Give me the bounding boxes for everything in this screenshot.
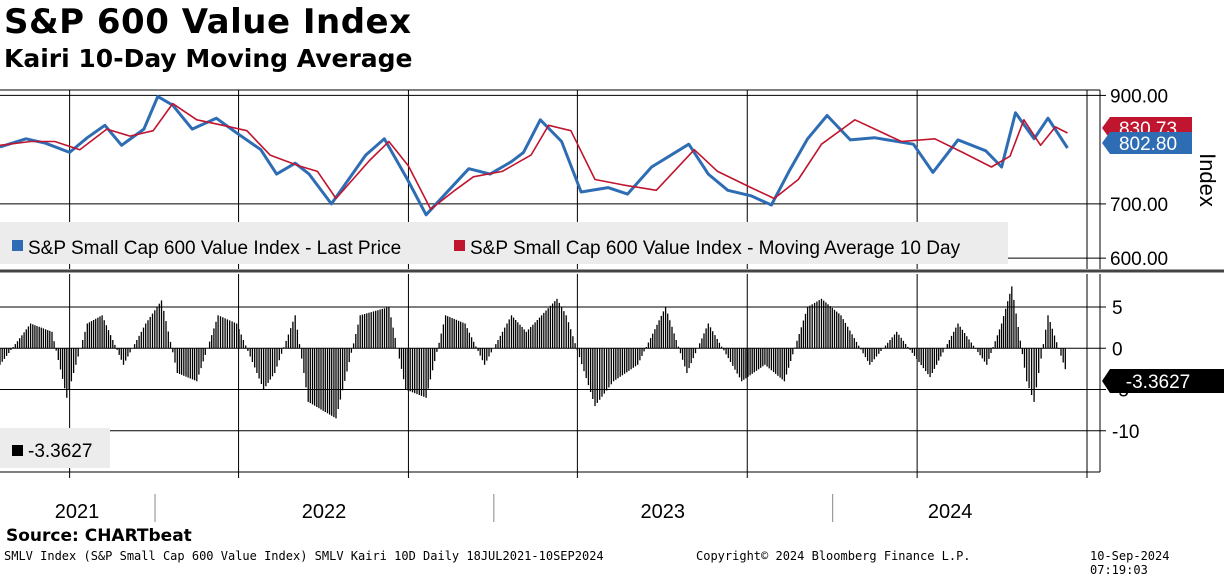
source-note: Source: CHARTbeat bbox=[6, 526, 192, 546]
kairi-legend-swatch bbox=[12, 445, 23, 456]
legend-label: S&P Small Cap 600 Value Index - Moving A… bbox=[470, 238, 961, 259]
top-y-axis-label: Index bbox=[1195, 153, 1220, 207]
top-y-tick-label: 700.00 bbox=[1110, 195, 1168, 216]
last-value-tag-label: 802.80 bbox=[1119, 134, 1177, 155]
footer-timestamp: 10-Sep-2024 07:19:03 bbox=[1090, 549, 1170, 577]
top-y-tick-label: 900.00 bbox=[1110, 86, 1168, 107]
footer-left: SMLV Index (S&P Small Cap 600 Value Inde… bbox=[4, 549, 604, 563]
kairi-panel: 50-5-10-3.3627 -3.3627 bbox=[0, 274, 1224, 472]
moving-average-line bbox=[0, 102, 1068, 211]
chart-title: S&P 600 Value Index bbox=[4, 2, 412, 42]
kairi-last-value-tag bbox=[1102, 369, 1224, 393]
chart-subtitle: Kairi 10-Day Moving Average bbox=[4, 44, 413, 73]
bottom-y-tick-label: 0 bbox=[1112, 339, 1123, 360]
legend-swatch bbox=[12, 240, 23, 251]
kairi-legend-label: -3.3627 bbox=[28, 441, 92, 462]
x-axis-year-label: 2024 bbox=[928, 501, 973, 523]
kairi-last-value-label: -3.3627 bbox=[1126, 372, 1190, 393]
top-y-tick-label: 600.00 bbox=[1110, 249, 1168, 270]
x-axis-year-label: 2022 bbox=[302, 501, 347, 523]
bottom-y-tick-label: -10 bbox=[1112, 422, 1139, 443]
x-axis-year-label: 2021 bbox=[55, 501, 100, 523]
x-axis-year-label: 2023 bbox=[641, 501, 686, 523]
bottom-y-tick-label: 5 bbox=[1112, 298, 1123, 319]
last-value-tag bbox=[1102, 132, 1192, 154]
legend-box bbox=[0, 222, 1008, 264]
legend-swatch bbox=[454, 240, 465, 251]
footer-copyright: Copyright© 2024 Bloomberg Finance L.P. bbox=[696, 549, 971, 563]
legend-label: S&P Small Cap 600 Value Index - Last Pri… bbox=[28, 238, 401, 259]
last-price-line bbox=[0, 95, 1069, 217]
